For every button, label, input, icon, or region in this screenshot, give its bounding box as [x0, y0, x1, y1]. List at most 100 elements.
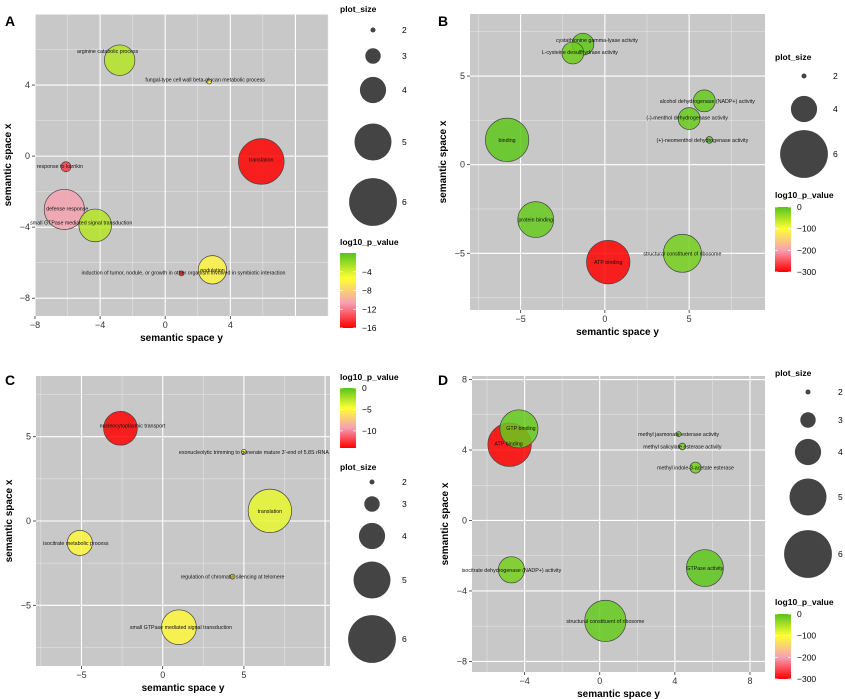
- bubble-methyl-jasmonate-esterase-activity[interactable]: [675, 431, 682, 437]
- bubble-label: isocitrate dehydrogenase (NADP+) activit…: [462, 568, 562, 574]
- color-legend-title: log10_p_value: [340, 237, 399, 247]
- bubble-l-cysteine-desulfhydrase-activity[interactable]: [561, 41, 585, 65]
- bubble-nucleocytoplasmic-transport[interactable]: [103, 411, 138, 446]
- size-legend-label: 2: [833, 71, 838, 81]
- bubble-exonucleolytic-trimming-to-generate-mature-3-end-of-5-8s-rrna[interactable]: [241, 449, 247, 455]
- bubble-label: isocitrate metabolic process: [43, 541, 109, 547]
- size-legend-circle: [784, 530, 832, 578]
- bubble-methyl-indole-3-acetate-esterase[interactable]: [689, 461, 702, 474]
- size-legend-circle: [359, 76, 387, 104]
- panel-d: D −4 0 4 8 −8 −4 0 4 8 semantic space y semantic sp…: [438, 372, 765, 699]
- x-tick-label: 5: [687, 314, 692, 324]
- y-tick-label: −4: [20, 222, 30, 232]
- bubble-methyl-salicylate-esterase-activity[interactable]: [678, 442, 687, 451]
- panel-letter: A: [5, 13, 15, 29]
- color-legend-label: −10: [362, 426, 377, 436]
- size-legend-label: 6: [833, 149, 838, 159]
- size-legend: plot_size 2 3 4 5 6: [340, 4, 407, 226]
- x-tick-label: −8: [30, 320, 40, 330]
- y-tick-label: −4: [457, 586, 467, 596]
- bubble-label: translation: [258, 509, 282, 515]
- size-legend-circle: [365, 48, 381, 64]
- size-legend-circle: [794, 438, 822, 466]
- color-legend-title: log10_p_value: [775, 597, 834, 607]
- color-legend-label: 0: [797, 609, 802, 619]
- bubble-label: regulation of chromatin silencing at tel…: [181, 575, 285, 581]
- bubble-protein-binding[interactable]: [517, 201, 555, 238]
- bubble-label: methyl indole-3-acetate esterase: [657, 466, 734, 472]
- bubble-label: small GTPase mediated signal transductio…: [130, 625, 232, 631]
- x-tick-label: 0: [597, 676, 602, 686]
- bubble-binding[interactable]: [484, 117, 530, 162]
- color-legend-label: −12: [362, 304, 377, 314]
- size-legend-circle: [349, 178, 397, 226]
- color-legend-label: −200: [797, 245, 816, 255]
- bubble-induction-of-tumor-nodule-or-growth-in-other-organism-involved-in-symbiotic-interaction[interactable]: [178, 270, 185, 277]
- bubble-small-gtpase-mediated-signal-transduction[interactable]: [161, 609, 197, 645]
- size-legend-title: plot_size: [775, 368, 812, 378]
- bubble-gtp-binding[interactable]: [499, 409, 539, 449]
- size-legend-label: 6: [402, 197, 407, 207]
- bubble-atp-binding[interactable]: [586, 240, 631, 285]
- size-legend-circle: [805, 389, 811, 395]
- x-axis-label: semantic space y: [577, 689, 660, 699]
- size-legend-title: plot_size: [775, 52, 812, 62]
- bubble-label: alcohol dehydrogenase (NADP+) activity: [660, 99, 756, 105]
- color-legend-label: 0: [362, 383, 367, 393]
- size-legend-circle: [354, 123, 392, 161]
- bubble-label: induction of tumor, nodule, or growth in…: [81, 270, 285, 276]
- size-legend-circle: [369, 479, 375, 485]
- size-legend-circle: [800, 412, 816, 428]
- color-legend-bar: [340, 388, 356, 448]
- bubble-label: cystathionine gamma-lyase activity: [556, 38, 638, 44]
- size-legend-circle: [348, 615, 396, 663]
- panel-b: B −5 0 5 −5 0 5 semantic space y semantic space …: [438, 13, 765, 338]
- size-legend-label: 3: [402, 51, 407, 61]
- bubble-label: small GTPase mediated signal transductio…: [30, 220, 132, 226]
- size-legend-circle: [364, 496, 380, 512]
- size-legend-label: 3: [402, 499, 407, 509]
- y-tick-label: 4: [25, 80, 30, 90]
- size-legend-label: 4: [402, 531, 407, 541]
- x-tick-label: −4: [95, 320, 105, 330]
- color-legend-label: −100: [797, 224, 816, 234]
- bubble-label: translation: [249, 157, 273, 163]
- bubble-arginine-catabolic-process[interactable]: [104, 44, 136, 76]
- bubble-translation[interactable]: [247, 488, 292, 533]
- bubble-isocitrate-metabolic-process[interactable]: [66, 530, 93, 556]
- size-legend-circle: [370, 27, 376, 33]
- bubble-label: arginine catabolic process: [77, 49, 139, 55]
- bubble-small-gtpase-mediated-signal-transduction[interactable]: [78, 208, 112, 243]
- bubbles: [66, 411, 292, 645]
- bubble-label: (+)-neomenthol dehydrogenase activity: [657, 138, 749, 144]
- bubble-neomenthol-dehydrogenase-activity[interactable]: [705, 136, 714, 144]
- bubble-fungal-type-cell-wall-beta-glucan-metabolic-process[interactable]: [206, 78, 213, 85]
- bubble-defense-response[interactable]: [43, 188, 85, 230]
- size-legend-label: 2: [402, 25, 407, 35]
- x-tick-label: −5: [515, 314, 525, 324]
- size-legend-circle: [790, 95, 818, 123]
- color-legend-label: −4: [362, 267, 372, 277]
- bubble-nodulation[interactable]: [197, 255, 227, 285]
- bubble-structural-constituent-of-ribosome[interactable]: [584, 599, 627, 642]
- size-legend-label: 2: [838, 387, 843, 397]
- bubble-label: nodulation: [200, 268, 225, 274]
- size-legend: plot_size 2 3 4 5 6: [340, 462, 407, 663]
- bubble-regulation-of-chromatin-silencing-at-telomere[interactable]: [229, 573, 236, 580]
- bubble-menthol-dehydrogenase-activity[interactable]: [677, 107, 701, 130]
- bubble-isocitrate-dehydrogenase-nadp-activity[interactable]: [497, 556, 525, 584]
- y-tick-label: −5: [455, 248, 465, 258]
- color-legend-bar: [775, 207, 791, 272]
- bubble-label: response to karrikin: [37, 164, 83, 170]
- bubble-response-to-karrikin[interactable]: [60, 161, 72, 173]
- bubble-gtpase-activity[interactable]: [686, 549, 724, 587]
- bubble-label: ATP binding: [594, 260, 622, 266]
- bubble-alcohol-dehydrogenase-nadp-activity[interactable]: [693, 89, 716, 113]
- bubbles: [487, 409, 724, 642]
- bubble-label: (-)-menthol dehydrogenase activity: [646, 116, 728, 122]
- bubble-structural-constituent-of-ribosome[interactable]: [663, 233, 702, 273]
- color-legend-bar: [340, 253, 356, 328]
- bubble-translation[interactable]: [238, 138, 285, 185]
